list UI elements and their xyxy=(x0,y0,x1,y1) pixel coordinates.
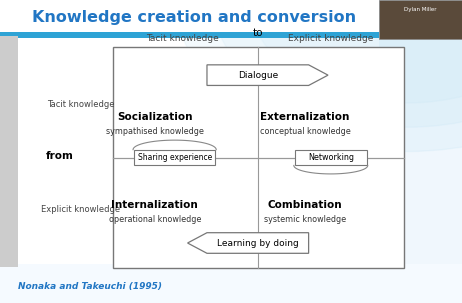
Bar xyxy=(0,0,379,36)
Text: Explicit knowledge: Explicit knowledge xyxy=(41,205,121,214)
Circle shape xyxy=(249,0,462,103)
Text: conceptual knowledge: conceptual knowledge xyxy=(260,127,350,136)
Text: operational knowledge: operational knowledge xyxy=(109,215,201,224)
Text: Sharing experience: Sharing experience xyxy=(138,153,212,162)
Bar xyxy=(134,150,215,165)
Text: to: to xyxy=(253,28,263,38)
Text: Socialization: Socialization xyxy=(117,112,193,122)
Bar xyxy=(295,150,367,165)
Bar xyxy=(0,0,462,264)
Polygon shape xyxy=(188,233,309,253)
Text: Internalization: Internalization xyxy=(111,199,198,210)
Text: Dylan Miller: Dylan Miller xyxy=(404,7,437,12)
Bar xyxy=(379,0,462,39)
Circle shape xyxy=(176,0,462,152)
Bar xyxy=(0,36,18,267)
Bar xyxy=(0,32,379,38)
Text: Tacit knowledge: Tacit knowledge xyxy=(146,34,219,43)
Text: Learning by doing: Learning by doing xyxy=(217,238,298,248)
Text: from: from xyxy=(46,151,74,161)
Bar xyxy=(0,30,379,264)
Text: systemic knowledge: systemic knowledge xyxy=(264,215,346,224)
Bar xyxy=(113,47,404,268)
Text: Combination: Combination xyxy=(267,199,342,210)
Text: Networking: Networking xyxy=(308,153,354,162)
Circle shape xyxy=(213,0,462,127)
Polygon shape xyxy=(207,65,328,85)
Text: sympathised knowledge: sympathised knowledge xyxy=(106,127,204,136)
Text: Knowledge creation and conversion: Knowledge creation and conversion xyxy=(32,10,356,25)
Text: Dialogue: Dialogue xyxy=(237,71,278,80)
Text: Nonaka and Takeuchi (1995): Nonaka and Takeuchi (1995) xyxy=(18,282,163,291)
Text: Externalization: Externalization xyxy=(260,112,350,122)
Text: Explicit knowledge: Explicit knowledge xyxy=(288,34,373,43)
Text: Tacit knowledge: Tacit knowledge xyxy=(47,100,115,109)
